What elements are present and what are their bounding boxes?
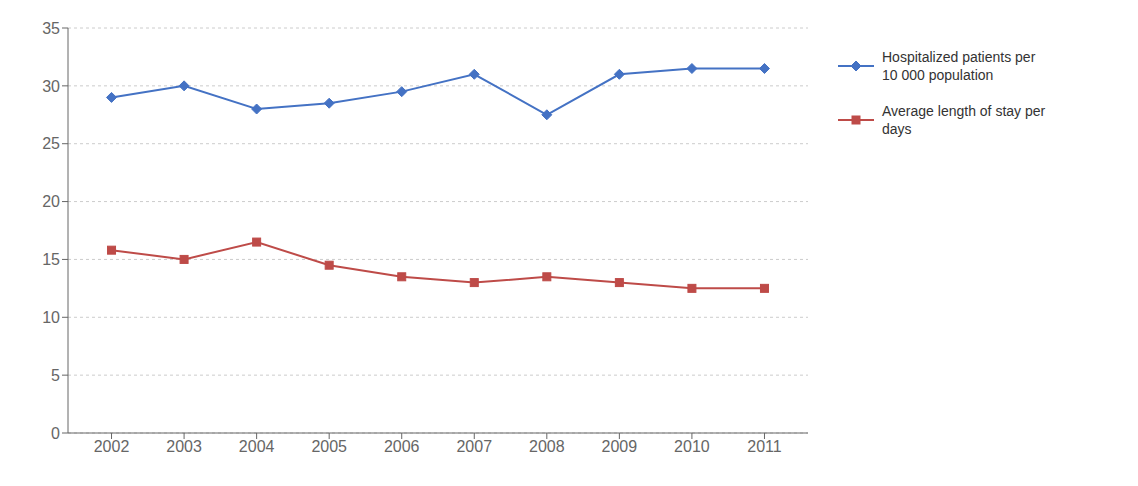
svg-text:2011: 2011	[747, 438, 782, 455]
svg-text:30: 30	[42, 78, 60, 95]
svg-text:2006: 2006	[384, 438, 420, 455]
svg-text:35: 35	[42, 20, 60, 37]
svg-text:25: 25	[42, 135, 60, 152]
svg-text:15: 15	[42, 251, 60, 268]
svg-text:2007: 2007	[456, 438, 492, 455]
svg-text:20: 20	[42, 193, 60, 210]
svg-text:10: 10	[42, 309, 60, 326]
html-text:Average length of stay per day: Average length of stay per days	[882, 103, 1046, 137]
svg-text:2009: 2009	[602, 438, 638, 455]
html-text:Hospitalized patients per 10 0: Hospitalized patients per 10 000 populat…	[882, 49, 1036, 83]
svg-text:0: 0	[51, 425, 60, 442]
svg-text:2005: 2005	[311, 438, 347, 455]
svg-text:2004: 2004	[239, 438, 275, 455]
svg-text:2002: 2002	[94, 438, 130, 455]
svg-text:2008: 2008	[529, 438, 565, 455]
svg-text:5: 5	[51, 367, 60, 384]
svg-text:2010: 2010	[674, 438, 710, 455]
svg-text:2003: 2003	[166, 438, 202, 455]
